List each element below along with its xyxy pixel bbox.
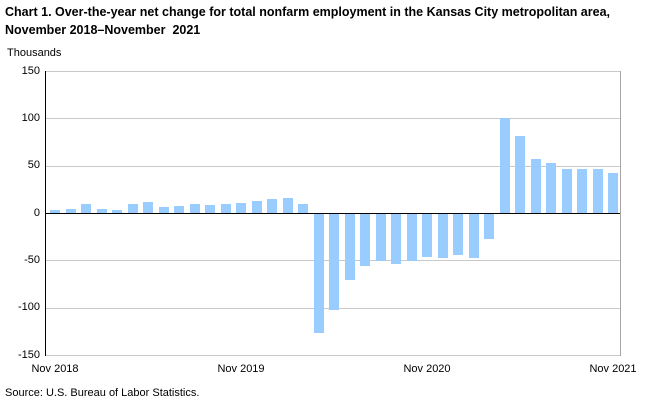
x-axis-tick-label: Nov 2019 (217, 363, 265, 375)
bar-mar-2019 (112, 210, 122, 213)
bar-may-2019 (143, 201, 153, 213)
bar-jan-2020 (267, 198, 277, 213)
bar-oct-2021 (592, 169, 603, 213)
bar-oct-2019 (220, 203, 231, 213)
gridline (46, 71, 620, 72)
y-axis-tick-label: -50 (24, 253, 40, 266)
bar-may-2020 (329, 213, 339, 310)
bar-may-2021 (515, 136, 525, 213)
y-axis-tick-label: -150 (17, 348, 40, 361)
bar-feb-2019 (96, 209, 107, 213)
x-axis-tick-label: Nov 2018 (31, 363, 79, 375)
bar-jul-2019 (174, 206, 184, 213)
bar-jul-2020 (360, 213, 370, 266)
bar-dec-2020 (437, 213, 448, 259)
bar-nov-2019 (236, 202, 246, 213)
chart-title: Chart 1. Over-the-year net change for to… (5, 5, 614, 37)
bar-nov-2021 (608, 173, 618, 213)
plot-area (45, 71, 621, 356)
x-axis-labels: Nov 2018 Nov 2019 Nov 2020 Nov 2021 (0, 363, 652, 379)
bar-feb-2021 (468, 213, 479, 259)
y-axis-unit-label: Thousands (7, 47, 62, 59)
bar-jun-2020 (344, 213, 355, 281)
source-note: Source: U.S. Bureau of Labor Statistics. (5, 387, 200, 399)
bar-jul-2021 (546, 162, 556, 213)
zero-line (46, 212, 620, 215)
bar-aug-2019 (189, 204, 200, 213)
y-axis-tick-label: 50 (27, 159, 40, 172)
bar-apr-2020 (313, 213, 324, 334)
bar-dec-2019 (251, 200, 262, 213)
bar-jun-2021 (530, 159, 541, 213)
x-axis-tick-label: Nov 2021 (589, 363, 637, 375)
y-axis-labels: 150 100 50 0 -50 -100 -150 (0, 65, 40, 361)
bar-sep-2019 (205, 205, 215, 213)
bar-jan-2021 (453, 213, 463, 255)
gridline (46, 165, 620, 167)
bar-nov-2020 (422, 213, 432, 258)
y-axis-tick-label: 150 (21, 64, 40, 77)
bar-apr-2021 (499, 118, 510, 213)
x-axis-tick-label: Nov 2020 (403, 363, 451, 375)
y-axis-line (45, 71, 46, 356)
bar-mar-2021 (484, 213, 494, 239)
bar-nov-2018 (50, 210, 60, 213)
bar-aug-2021 (561, 168, 572, 213)
bar-oct-2020 (406, 213, 417, 262)
bar-aug-2020 (375, 213, 386, 262)
gridline (46, 118, 620, 120)
bar-apr-2019 (127, 203, 138, 213)
bar-mar-2020 (298, 203, 308, 213)
bar-sep-2021 (577, 168, 587, 213)
gridline (46, 355, 620, 356)
y-axis-tick-label: 100 (21, 111, 40, 124)
bar-dec-2018 (65, 209, 76, 213)
bar-feb-2020 (282, 197, 293, 213)
y-axis-tick-label: 0 (33, 206, 40, 219)
bar-jan-2019 (81, 203, 91, 213)
bar-sep-2020 (391, 213, 401, 265)
bar-jun-2019 (158, 207, 169, 213)
y-axis-tick-label: -100 (17, 301, 40, 314)
